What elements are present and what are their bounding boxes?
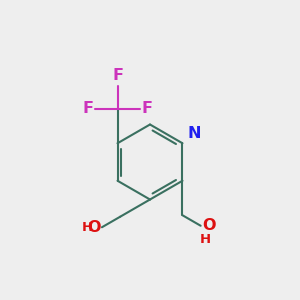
Text: H: H [82, 221, 93, 234]
Text: O: O [87, 220, 101, 235]
Text: F: F [82, 101, 94, 116]
Text: F: F [112, 68, 123, 83]
Text: N: N [188, 126, 201, 141]
Text: O: O [202, 218, 216, 233]
Text: F: F [142, 101, 152, 116]
Text: H: H [200, 233, 211, 246]
